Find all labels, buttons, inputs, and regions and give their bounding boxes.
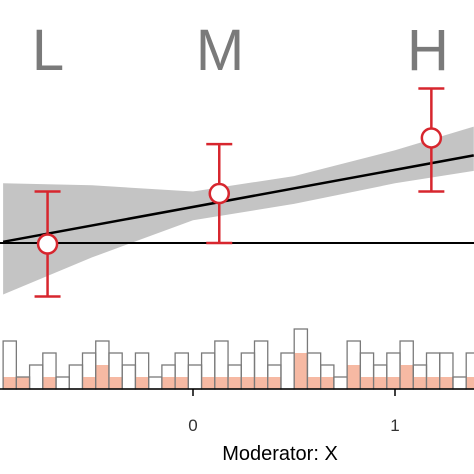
hist-treated-bar — [108, 377, 123, 389]
hist-treated-bar — [294, 353, 308, 389]
hist-treated-bar — [201, 377, 215, 389]
bin-estimate-H — [418, 87, 445, 193]
linear-fit-line — [2, 154, 474, 244]
hist-treated-bar — [161, 377, 176, 389]
bin-label-high: H — [407, 18, 449, 83]
hist-treated-bar — [82, 377, 96, 389]
hist-total-bar — [68, 364, 84, 390]
hist-treated-bar — [426, 377, 440, 389]
point-estimate-L — [36, 233, 59, 255]
confidence-band-layer — [3, 126, 474, 295]
hist-total-bar — [187, 364, 203, 390]
hist-total-bar — [280, 352, 295, 390]
hist-total-bar — [55, 376, 70, 390]
hist-treated-bar — [360, 377, 374, 389]
hist-treated-bar — [267, 377, 281, 389]
hist-total-bar — [333, 376, 348, 390]
hist-treated-bar — [175, 377, 189, 389]
hist-treated-bar — [254, 377, 268, 389]
hist-treated-bar — [307, 377, 321, 389]
hist-treated-bar — [400, 365, 414, 389]
confidence-band — [3, 126, 474, 295]
x-tick-label-0: 0 — [188, 416, 197, 435]
hist-treated-bar — [135, 377, 149, 389]
hist-treated-bar — [214, 377, 229, 389]
bin-estimates-layer — [34, 87, 445, 298]
bin-label-low: L — [32, 18, 64, 83]
bin-estimate-L — [34, 190, 61, 298]
x-axis — [0, 388, 474, 396]
point-estimate-H — [420, 127, 443, 149]
hist-treated-bar — [3, 377, 17, 389]
hist-total-bar — [28, 364, 44, 390]
hist-total-bar — [452, 376, 467, 390]
hist-treated-bar — [386, 377, 401, 389]
hist-treated-bar — [16, 377, 30, 389]
hist-total-bar — [148, 376, 163, 390]
bin-label-medium: M — [196, 18, 244, 83]
hist-treated-bar — [413, 377, 427, 389]
hist-treated-bar — [42, 377, 57, 389]
hist-treated-bar — [95, 365, 109, 389]
x-axis-title: Moderator: X — [222, 443, 338, 465]
hist-treated-bar — [320, 377, 334, 389]
fit-line-layer — [2, 154, 474, 244]
x-tick-label-1: 1 — [390, 416, 399, 435]
hist-total-bar — [121, 364, 137, 390]
hist-treated-bar — [439, 377, 453, 389]
point-estimate-M — [208, 182, 231, 205]
hist-treated-bar — [228, 377, 242, 389]
hist-treated-bar — [373, 377, 387, 389]
hist-treated-bar — [241, 377, 255, 389]
histogram-layer — [2, 328, 474, 390]
bin-estimate-M — [206, 142, 233, 245]
hist-treated-bar — [466, 377, 474, 389]
hist-treated-bar — [347, 365, 361, 389]
